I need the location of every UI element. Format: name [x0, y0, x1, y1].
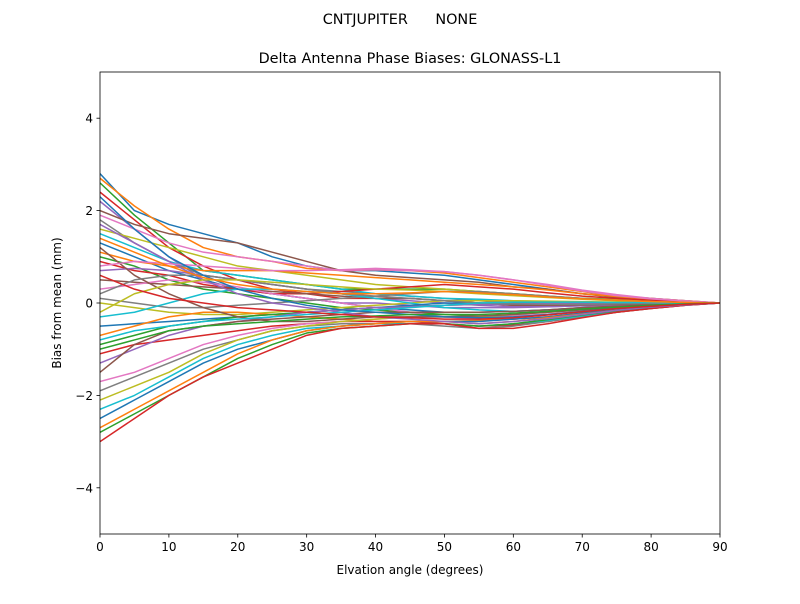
- x-tick-label: 70: [575, 540, 590, 554]
- x-axis-ticks: 0 10 20 30 40 50 60 70 80 90: [96, 534, 728, 554]
- x-tick-label: 10: [161, 540, 176, 554]
- x-tick-label: 30: [299, 540, 314, 554]
- series-line-34: [100, 302, 720, 443]
- series-line-14: [100, 260, 720, 304]
- series-line-43: [100, 302, 720, 350]
- x-tick-label: 40: [368, 540, 383, 554]
- y-tick-label: −4: [75, 481, 93, 495]
- series-line-42: [100, 237, 720, 304]
- y-tick-label: −2: [75, 389, 93, 403]
- series-line-7: [100, 214, 720, 304]
- y-tick-label: 0: [85, 297, 93, 311]
- x-tick-label: 60: [506, 540, 521, 554]
- chart-title: Delta Antenna Phase Biases: GLONASS-L1: [259, 51, 562, 67]
- x-tick-label: 20: [230, 540, 245, 554]
- x-tick-label: 90: [712, 540, 727, 554]
- y-axis-ticks: −4 −2 0 2 4: [75, 112, 100, 495]
- x-tick-label: 50: [437, 540, 452, 554]
- y-axis-label: Bias from mean (mm): [50, 237, 64, 368]
- series-line-12: [100, 251, 720, 304]
- series-line-6: [100, 209, 720, 304]
- x-axis-label: Elvation angle (degrees): [337, 563, 484, 577]
- series-line-37: [100, 260, 720, 304]
- series-line-40: [100, 301, 720, 341]
- figure-suptitle: CNTJUPITER NONE: [323, 12, 478, 28]
- y-tick-label: 4: [85, 112, 93, 126]
- y-tick-label: 2: [85, 204, 93, 218]
- series-line-44: [100, 274, 720, 320]
- x-tick-label: 0: [96, 540, 104, 554]
- series-group: [100, 173, 720, 443]
- x-tick-label: 80: [643, 540, 658, 554]
